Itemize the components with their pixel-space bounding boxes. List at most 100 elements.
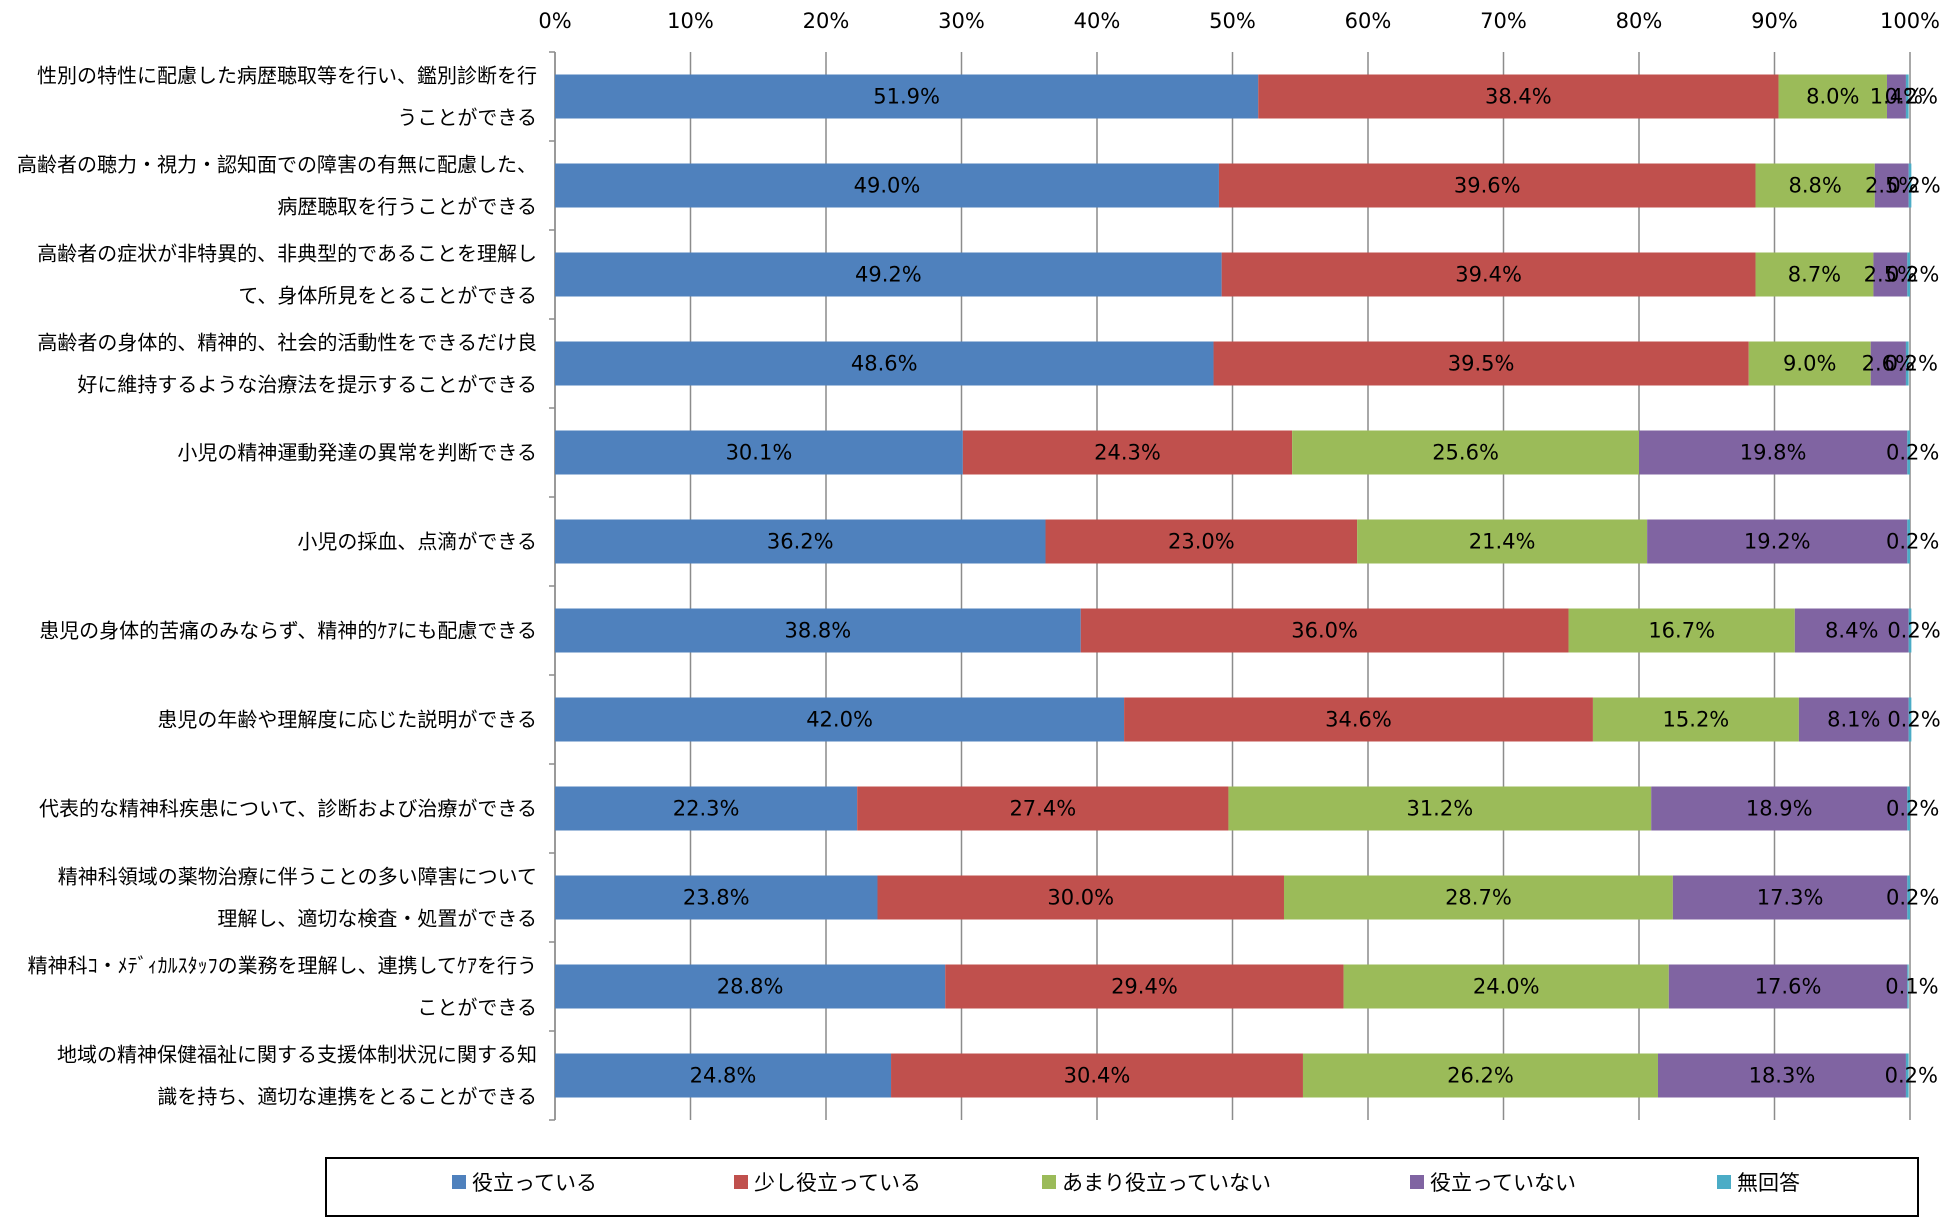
data-label: 39.6%: [1454, 174, 1521, 198]
data-label: 18.3%: [1749, 1064, 1816, 1088]
data-label: 24.8%: [690, 1064, 757, 1088]
bar-segment: [1124, 697, 1593, 742]
category-label: 高齢者の聴力・視力・認知面での障害の有無に配慮した、: [17, 153, 537, 177]
bar-segment: [962, 430, 1293, 475]
bar-segment: [1343, 964, 1669, 1009]
bar-segment: [1228, 786, 1652, 831]
x-tick-label: 30%: [938, 9, 985, 33]
bar-segment: [1908, 697, 1912, 742]
data-label: 31.2%: [1406, 797, 1473, 821]
category-label: 患児の身体的苦痛のみならず、精神的ｹｱにも配慮できる: [39, 619, 537, 643]
legend-item: 無回答: [1717, 1167, 1800, 1197]
data-label: 36.0%: [1291, 619, 1358, 643]
data-label: 0.2%: [1886, 886, 1939, 910]
bar-segment: [555, 252, 1222, 297]
legend-swatch: [1042, 1175, 1056, 1189]
x-tick-label: 0%: [538, 9, 571, 33]
bar-segment: [1258, 74, 1779, 119]
data-label: 29.4%: [1111, 975, 1178, 999]
legend-swatch: [452, 1175, 466, 1189]
category-label: 地域の精神保健福祉に関する支援体制状況に関する知: [57, 1043, 537, 1067]
data-label: 30.4%: [1064, 1064, 1131, 1088]
data-label: 1.4%: [1870, 85, 1923, 109]
bar-segment: [1907, 964, 1909, 1009]
bar-segment: [891, 1053, 1303, 1098]
x-tick-label: 10%: [667, 9, 714, 33]
category-label: て、身体所見をとることができる: [238, 284, 537, 308]
data-label: 25.6%: [1432, 441, 1499, 465]
category-label: ことができる: [417, 996, 537, 1020]
bar-segment: [1886, 74, 1906, 119]
bar-segment: [1213, 341, 1749, 386]
gridlines: 0% 10% 20% 30% 40% 50% 60% 70% 80% 90% 100%: [538, 9, 1940, 1121]
data-label: 8.1%: [1827, 708, 1880, 732]
data-label: 0.2%: [1886, 263, 1939, 287]
bar-segment: [857, 786, 1229, 831]
bar-segment: [1568, 608, 1795, 653]
data-label: 9.0%: [1783, 352, 1836, 376]
data-label: 28.7%: [1445, 886, 1512, 910]
category-label: 病歴聴取を行うことができる: [277, 195, 537, 219]
data-label: 0.2%: [1885, 85, 1938, 109]
data-label: 0.1%: [1885, 975, 1938, 999]
bar-segment: [555, 875, 878, 920]
data-labels: 51.9% 38.4% 8.0% 1.4%0.2%49.0% 39.6% 8.8% 2.5%…: [673, 85, 1941, 1088]
data-label: 34.6%: [1325, 708, 1392, 732]
bar-segment: [555, 163, 1219, 208]
data-label: 17.6%: [1755, 975, 1822, 999]
bar-segment: [1672, 875, 1908, 920]
bar-segment: [555, 964, 946, 1009]
bar-segment: [555, 786, 858, 831]
data-label: 0.2%: [1885, 352, 1938, 376]
data-label: 39.5%: [1448, 352, 1515, 376]
data-label: 15.2%: [1663, 708, 1730, 732]
category-label: 精神科領域の薬物治療に伴うことの多い障害について: [58, 865, 537, 889]
bar-segment: [1874, 163, 1909, 208]
category-label: 小児の採血、点滴ができる: [297, 530, 537, 554]
bar-segment: [1907, 430, 1910, 475]
legend-label: 役立っていない: [1430, 1171, 1576, 1195]
bar-segment: [1080, 608, 1569, 653]
bar-segment: [1755, 163, 1875, 208]
bar-segment: [1798, 697, 1909, 742]
x-tick-label: 50%: [1209, 9, 1256, 33]
data-label: 0.2%: [1886, 797, 1939, 821]
category-label: 小児の精神運動発達の異常を判断できる: [177, 441, 537, 465]
bar-segment: [1302, 1053, 1658, 1098]
bar-segment: [555, 341, 1214, 386]
data-label: 26.2%: [1447, 1064, 1514, 1088]
bar-segment: [1908, 163, 1912, 208]
data-label: 36.2%: [767, 530, 834, 554]
bar-segment: [1221, 252, 1756, 297]
bar-segment: [1045, 519, 1358, 564]
bar-segment: [1870, 341, 1906, 386]
data-label: 0.2%: [1887, 708, 1940, 732]
bar-segment: [1651, 786, 1908, 831]
category-label: 患児の年齢や理解度に応じた説明ができる: [157, 708, 537, 732]
data-label: 8.8%: [1788, 174, 1841, 198]
bar-segment: [1907, 875, 1910, 920]
category-label: 理解し、適切な検査・処置ができる: [217, 907, 537, 931]
data-label: 23.8%: [683, 886, 750, 910]
data-label: 27.4%: [1009, 797, 1076, 821]
bar-segment: [1908, 608, 1912, 653]
category-label: 精神科ｺ・ﾒﾃﾞｨｶﾙｽﾀｯﾌの業務を理解し、連携してｹｱを行う: [28, 954, 537, 978]
bar-segment: [945, 964, 1344, 1009]
x-tick-label: 80%: [1616, 9, 1663, 33]
bar-segment: [1639, 430, 1908, 475]
data-label: 22.3%: [673, 797, 740, 821]
bar-segment: [1905, 341, 1909, 386]
x-tick-label: 60%: [1345, 9, 1392, 33]
data-label: 16.7%: [1648, 619, 1715, 643]
category-label: 高齢者の身体的、精神的、社会的活動性をできるだけ良: [37, 331, 537, 355]
bar-segment: [1905, 1053, 1909, 1098]
data-label: 8.0%: [1806, 85, 1859, 109]
data-label: 28.8%: [717, 975, 784, 999]
data-label: 42.0%: [806, 708, 873, 732]
bar-segment: [1907, 252, 1910, 297]
legend-item: 役立っていない: [1410, 1167, 1576, 1197]
bar-segment: [555, 608, 1081, 653]
data-label: 23.0%: [1168, 530, 1235, 554]
legend-item: 役立っている: [452, 1167, 597, 1197]
data-label: 2.6%: [1862, 352, 1915, 376]
